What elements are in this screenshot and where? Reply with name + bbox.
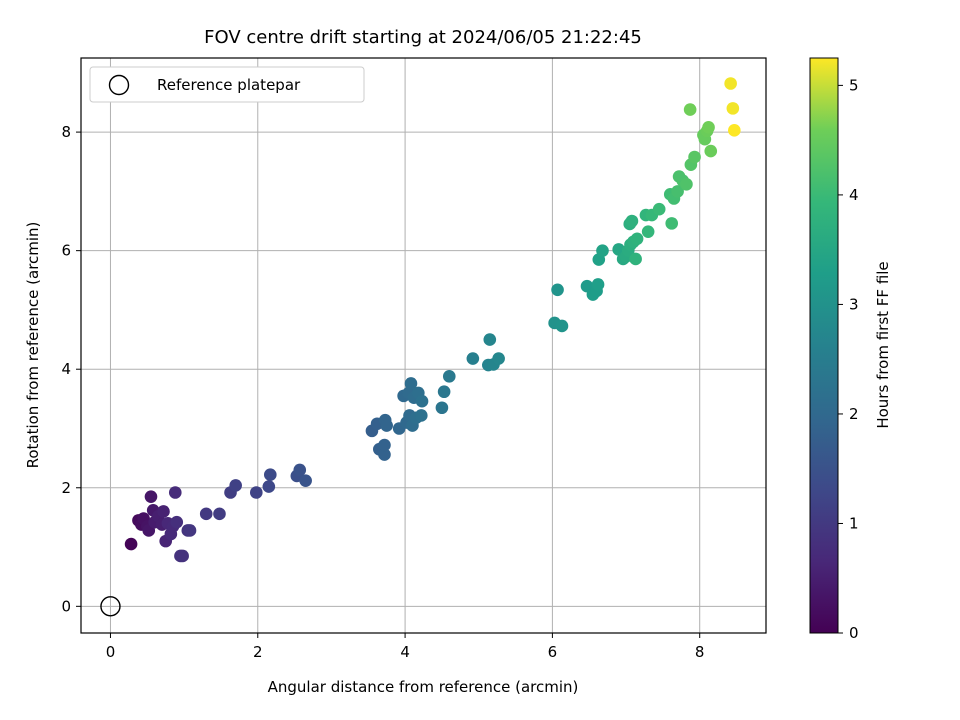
data-point xyxy=(724,77,737,90)
data-point xyxy=(437,385,451,399)
data-point xyxy=(213,507,226,521)
data-point xyxy=(380,419,393,432)
data-point xyxy=(591,278,605,291)
legend-label-reference: Reference platepar xyxy=(157,76,301,94)
data-point xyxy=(704,144,718,158)
legend-marker-reference xyxy=(108,74,130,96)
axis-ticks: 0 2 4 6 8 0 2 4 6 8 xyxy=(61,123,704,661)
data-point xyxy=(629,252,642,266)
plot-area: 0 2 4 6 8 0 2 4 6 8 xyxy=(61,57,767,661)
data-point xyxy=(144,490,158,503)
data-point xyxy=(702,121,715,134)
data-point xyxy=(183,524,197,537)
data-point xyxy=(680,177,693,191)
data-point xyxy=(683,103,697,116)
data-point xyxy=(378,448,391,461)
colorbar-tick-label: 2 xyxy=(849,405,859,423)
data-point xyxy=(492,352,505,365)
data-point xyxy=(250,486,263,499)
reference-point-marker xyxy=(100,596,121,617)
data-point xyxy=(170,515,184,529)
data-point xyxy=(483,333,497,346)
data-point xyxy=(168,486,182,499)
data-point xyxy=(596,244,609,257)
colorbar-ticks: 0 1 2 3 4 5 xyxy=(838,76,859,642)
scatter-points xyxy=(124,77,741,563)
y-tick-label: 8 xyxy=(61,123,71,141)
legend: Reference platepar xyxy=(89,66,365,103)
data-point xyxy=(414,409,428,422)
data-point xyxy=(378,438,391,452)
y-axis-label: Rotation from reference (arcmin) xyxy=(24,222,42,469)
data-point xyxy=(124,537,138,551)
data-point xyxy=(555,319,569,333)
data-point xyxy=(435,401,449,415)
colorbar-tick-label: 3 xyxy=(849,295,859,313)
colorbar-tick-label: 1 xyxy=(849,514,859,532)
colorbar-gradient xyxy=(809,57,839,634)
x-axis-label: Angular distance from reference (arcmin) xyxy=(268,678,579,696)
data-point xyxy=(404,377,418,390)
data-point xyxy=(726,102,740,115)
data-point xyxy=(688,150,701,164)
plot-frame xyxy=(80,57,767,634)
data-point xyxy=(665,217,679,230)
data-point xyxy=(263,468,277,482)
y-tick-label: 2 xyxy=(61,479,71,497)
data-point xyxy=(630,232,644,246)
colorbar-label: Hours from first FF file xyxy=(874,261,892,428)
data-point xyxy=(262,480,276,493)
grid-lines xyxy=(81,58,766,633)
colorbar-tick-label: 4 xyxy=(849,186,859,204)
y-tick-label: 0 xyxy=(61,597,71,615)
data-point xyxy=(299,474,312,487)
data-point xyxy=(176,549,189,563)
data-point xyxy=(728,124,741,137)
data-point xyxy=(466,352,480,365)
data-point xyxy=(625,214,639,228)
data-point xyxy=(229,479,242,492)
data-point xyxy=(442,370,456,383)
legend-box xyxy=(89,66,365,103)
x-tick-label: 4 xyxy=(400,643,410,661)
data-point xyxy=(157,505,170,518)
data-point xyxy=(415,394,429,408)
data-point xyxy=(671,185,684,198)
data-point xyxy=(641,225,655,238)
x-tick-label: 0 xyxy=(106,643,116,661)
reference-layer xyxy=(100,596,121,617)
colorbar-tick-label: 0 xyxy=(849,624,859,642)
data-point xyxy=(652,202,666,216)
y-tick-label: 6 xyxy=(61,242,71,260)
x-tick-label: 6 xyxy=(548,643,558,661)
data-point xyxy=(551,283,564,297)
colorbar: 0 1 2 3 4 5 Hours from first FF file xyxy=(809,57,892,642)
chart-title: FOV centre drift starting at 2024/06/05 … xyxy=(204,27,642,48)
x-tick-label: 8 xyxy=(695,643,705,661)
data-point xyxy=(199,507,213,521)
data-point xyxy=(293,463,307,477)
y-tick-label: 4 xyxy=(61,360,71,378)
x-tick-label: 2 xyxy=(253,643,263,661)
colorbar-tick-label: 5 xyxy=(849,76,859,94)
